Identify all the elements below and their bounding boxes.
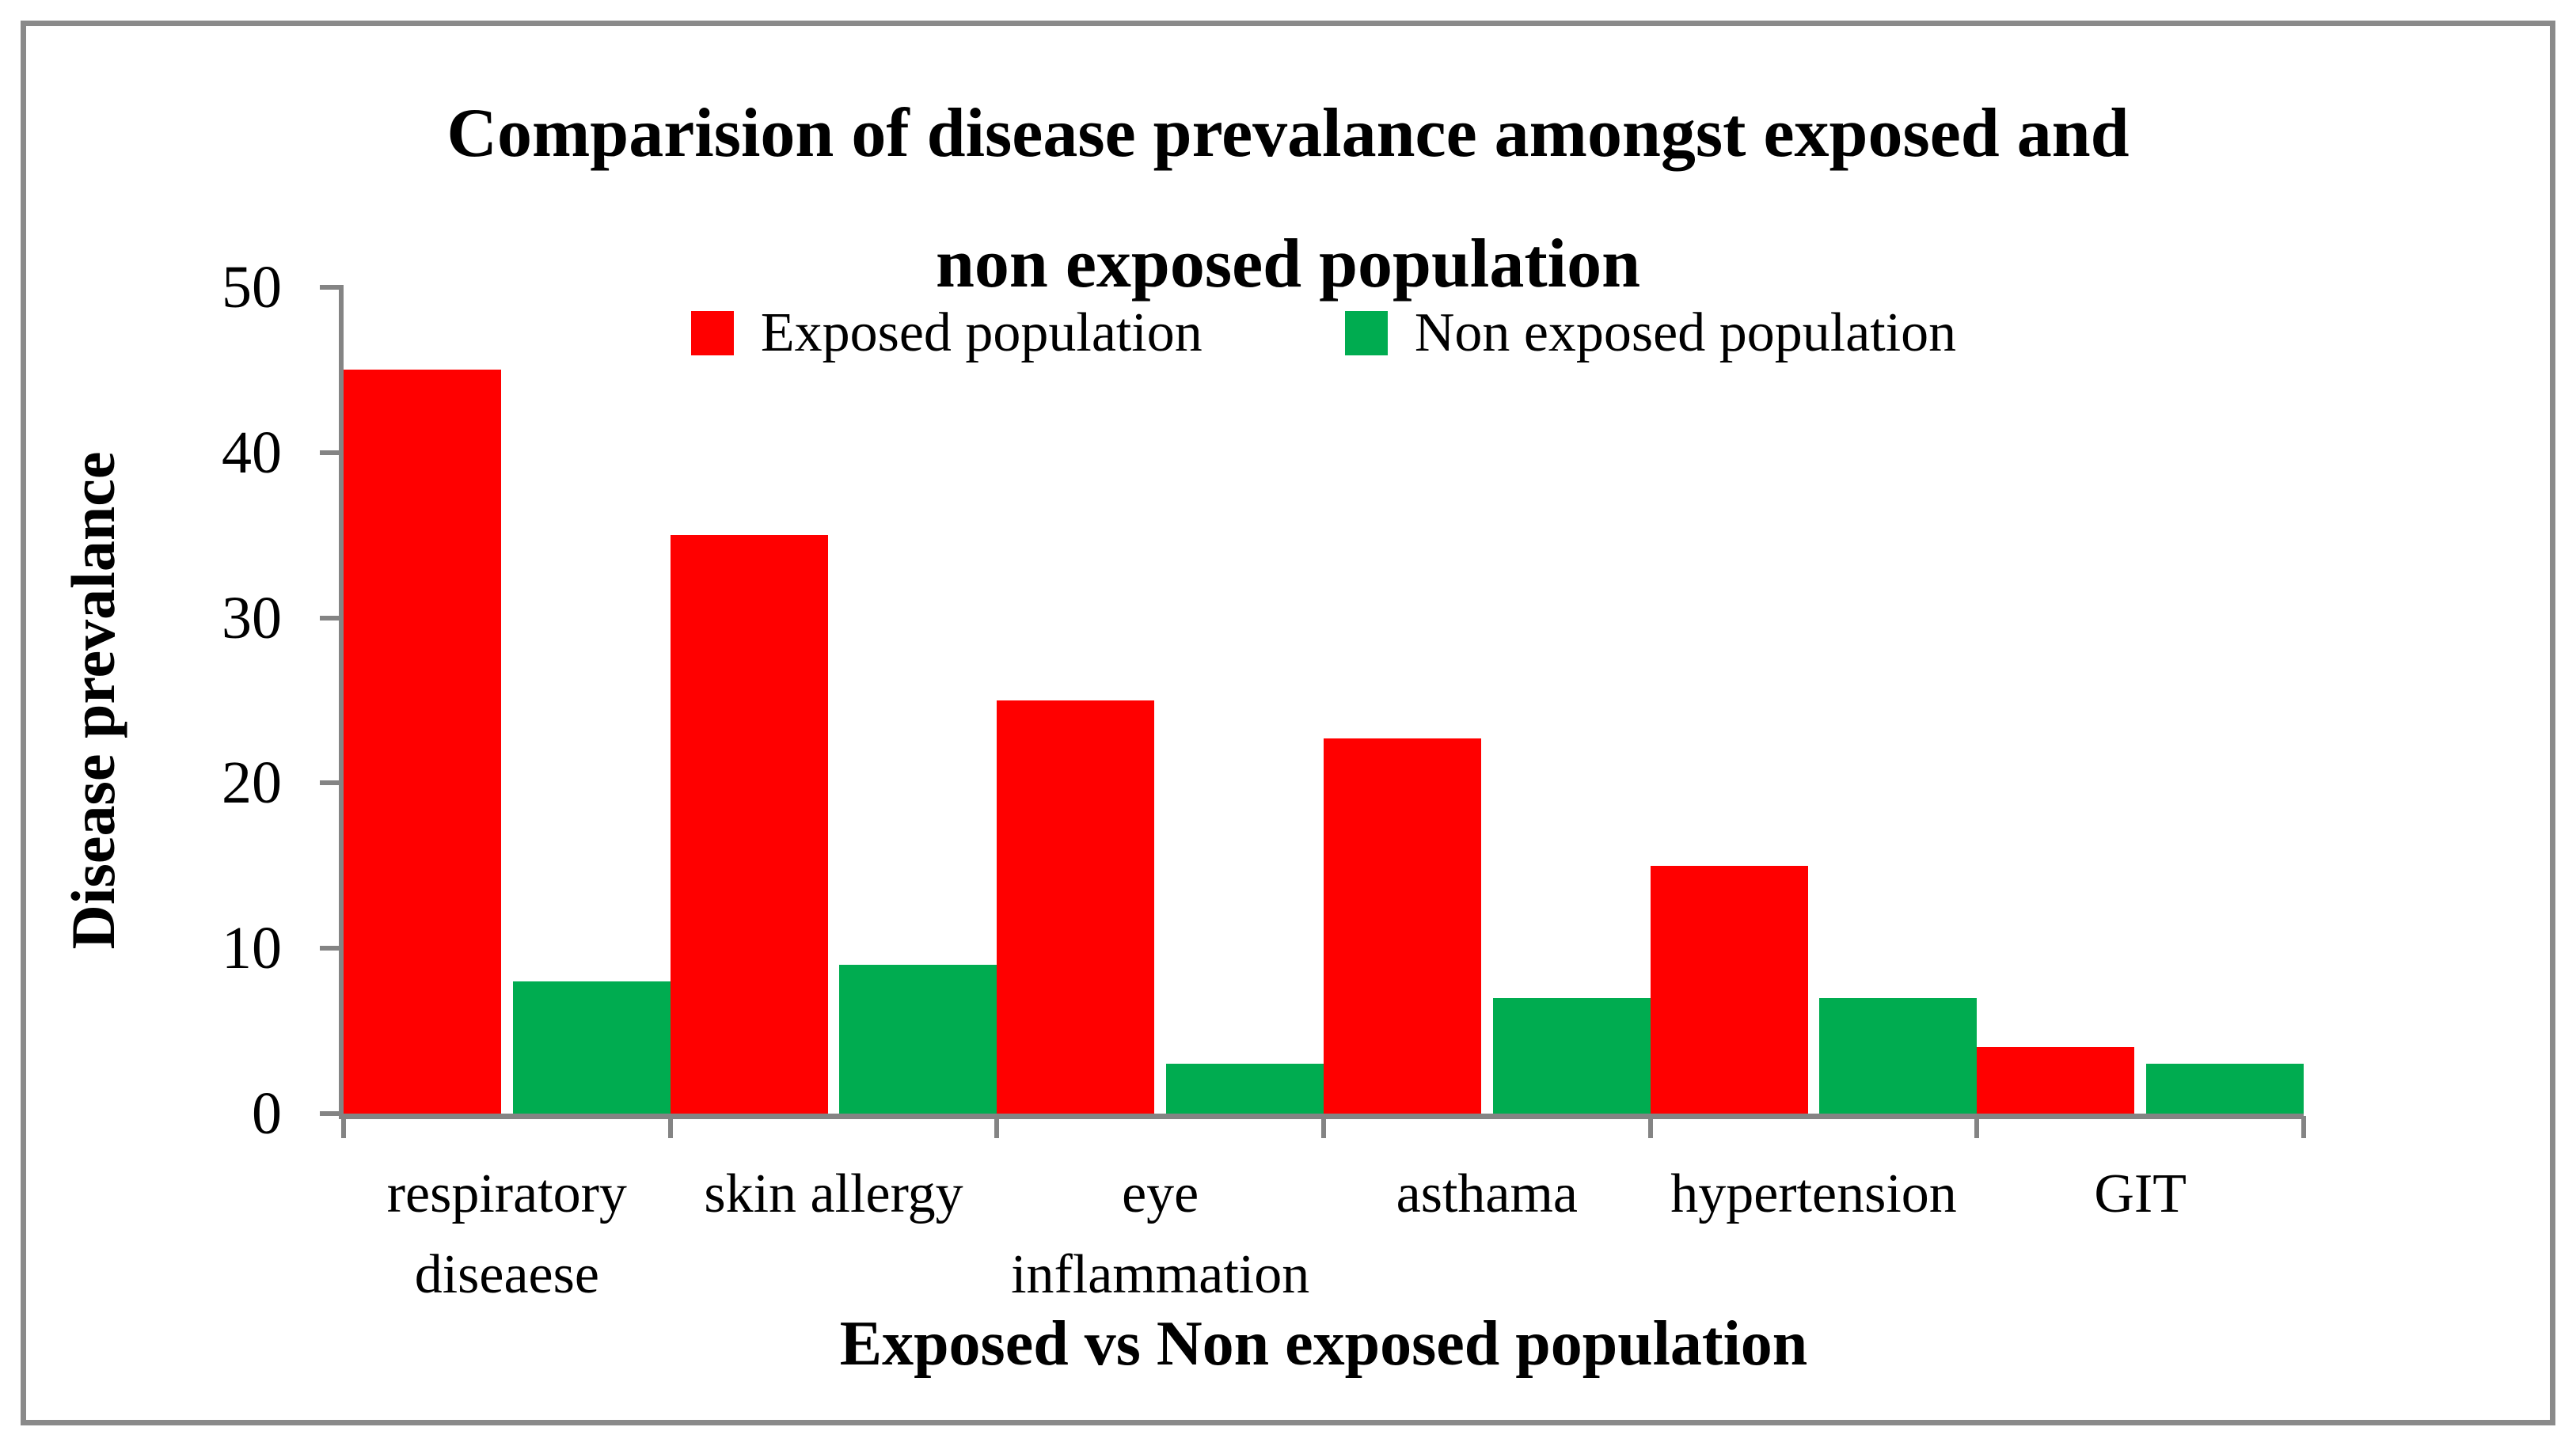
y-tick-label-30: 30 bbox=[222, 584, 282, 651]
bar-non-exposed-2 bbox=[1166, 1064, 1324, 1114]
y-tick-mark bbox=[320, 946, 344, 951]
y-tick-mark bbox=[320, 1111, 344, 1116]
bar-exposed-2 bbox=[997, 700, 1155, 1114]
exposed-series-swatch-icon bbox=[690, 311, 734, 355]
bar-non-exposed-4 bbox=[1819, 997, 1978, 1114]
y-tick-label-0: 0 bbox=[252, 1080, 282, 1147]
bar-non-exposed-5 bbox=[2146, 1064, 2304, 1114]
bar-non-exposed-0 bbox=[512, 981, 671, 1114]
x-category-label-2: eye inflammation bbox=[1011, 1163, 1310, 1305]
x-category-label-4: hypertension bbox=[1670, 1163, 1957, 1224]
y-tick-mark bbox=[320, 780, 344, 786]
y-tick-mark bbox=[320, 450, 344, 455]
y-tick-label-10: 10 bbox=[222, 915, 282, 982]
x-tick-mark bbox=[994, 1116, 1000, 1138]
non-exposed-series-swatch-icon bbox=[1344, 311, 1388, 355]
bar-non-exposed-3 bbox=[1492, 997, 1651, 1114]
x-axis-title: Exposed vs Non exposed population bbox=[839, 1309, 1808, 1379]
x-tick-mark bbox=[1647, 1116, 1653, 1138]
x-tick-mark bbox=[2301, 1116, 2306, 1138]
legend-item-exposed: Exposed population bbox=[690, 302, 1203, 365]
legend-label-exposed: Exposed population bbox=[760, 302, 1203, 363]
y-tick-label-50: 50 bbox=[222, 254, 282, 321]
bar-exposed-0 bbox=[344, 370, 501, 1114]
chart-title-line-2: non exposed population bbox=[935, 226, 1641, 303]
legend-label-non-exposed: Non exposed population bbox=[1414, 302, 1957, 363]
bar-exposed-5 bbox=[1977, 1047, 2135, 1114]
y-tick-mark bbox=[320, 615, 344, 621]
x-category-label-5: GIT bbox=[2094, 1163, 2187, 1224]
y-tick-label-40: 40 bbox=[222, 419, 282, 486]
y-tick-mark bbox=[320, 285, 344, 290]
bar-exposed-3 bbox=[1324, 738, 1481, 1114]
x-category-label-0: respiratory diseaese bbox=[386, 1163, 627, 1305]
x-tick-mark bbox=[667, 1116, 673, 1138]
x-tick-mark bbox=[341, 1116, 346, 1138]
x-tick-mark bbox=[1974, 1116, 1980, 1138]
x-tick-mark bbox=[1321, 1116, 1326, 1138]
x-category-label-3: asthama bbox=[1396, 1163, 1578, 1224]
legend-item-non-exposed: Non exposed population bbox=[1344, 302, 1957, 365]
x-category-label-1: skin allergy bbox=[704, 1163, 963, 1224]
bar-non-exposed-1 bbox=[839, 965, 997, 1114]
legend: Exposed population Non exposed populatio… bbox=[344, 298, 2304, 369]
bar-exposed-4 bbox=[1650, 865, 1808, 1114]
chart-title: Comparision of disease prevalance amongs… bbox=[0, 68, 2576, 330]
chart-title-line-1: Comparision of disease prevalance amongs… bbox=[446, 95, 2130, 172]
plot-area bbox=[339, 287, 2304, 1119]
y-tick-label-20: 20 bbox=[222, 750, 282, 817]
bar-exposed-1 bbox=[670, 535, 828, 1114]
